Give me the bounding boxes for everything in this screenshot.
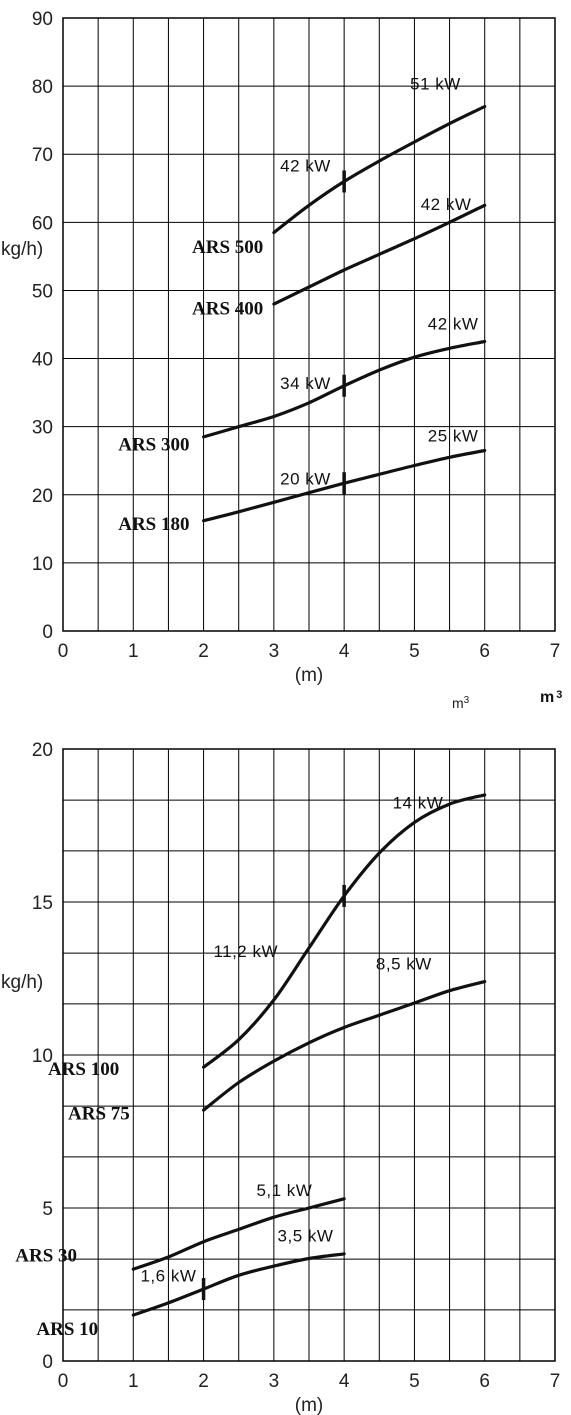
x-axis-label: (m) xyxy=(295,1395,323,1415)
power-annotation: 42 kW xyxy=(280,156,331,175)
y-axis-label: kg/h) xyxy=(1,972,43,993)
y-tick-label: 0 xyxy=(42,1352,53,1373)
y-tick-label: 5 xyxy=(42,1199,53,1220)
power-annotation: 11,2 kW xyxy=(213,942,278,961)
x-tick-label: 2 xyxy=(198,1371,209,1392)
power-annotation: 34 kW xyxy=(280,374,331,393)
y-tick-label: 60 xyxy=(32,213,53,234)
y-tick-label: 80 xyxy=(32,77,53,98)
series-label-ars-75: ARS 75 xyxy=(68,1103,130,1124)
series-label-ars-400: ARS 400 xyxy=(192,298,263,319)
power-annotation: 3,5 kW xyxy=(278,1227,334,1246)
curve-ars-500 xyxy=(272,104,487,235)
power-annotation: 42 kW xyxy=(428,314,479,333)
power-annotation: 1,6 kW xyxy=(140,1266,196,1285)
x-axis-label: (m) xyxy=(295,665,323,686)
x-tick-label: 5 xyxy=(409,1371,420,1392)
x-tick-label: 6 xyxy=(479,1371,490,1392)
x-tick-label: 5 xyxy=(409,641,420,662)
power-annotation: 8,5 kW xyxy=(376,954,432,973)
x-tick-label: 4 xyxy=(339,1371,350,1392)
x-tick-label: 4 xyxy=(339,641,350,662)
x-tick-label: 7 xyxy=(550,1371,561,1392)
chart-2-ars-10-100: 0 5 10 15 20 0 1 2 3 4 5 6 7 kg/h) (m) 14 kW 11,2 kW 8,5 … xyxy=(1,740,560,1415)
power-annotation: 42 kW xyxy=(421,195,472,214)
x-tick-label: 2 xyxy=(198,641,209,662)
x-tick-label: 3 xyxy=(269,641,280,662)
y-tick-label: 20 xyxy=(32,486,53,507)
series-label-ars-300: ARS 300 xyxy=(118,435,189,456)
y-tick-label: 10 xyxy=(32,554,53,575)
unit-m3-label: m3 xyxy=(452,695,470,711)
y-tick-label: 50 xyxy=(32,281,53,302)
plot-frame xyxy=(62,748,556,1362)
series-label-ars-100: ARS 100 xyxy=(48,1059,119,1080)
curve-ars-10 xyxy=(131,1252,346,1317)
series-label-ars-10: ARS 10 xyxy=(36,1319,98,1340)
series-label-ars-500: ARS 500 xyxy=(192,237,263,258)
x-tick-label: 3 xyxy=(269,1371,280,1392)
series-label-ars-180: ARS 180 xyxy=(118,514,189,535)
x-tick-label: 1 xyxy=(128,1371,139,1392)
y-tick-label: 30 xyxy=(32,418,53,439)
power-annotation: 20 kW xyxy=(280,470,331,489)
y-tick-label: 10 xyxy=(32,1046,53,1067)
y-tick-label: 20 xyxy=(32,740,53,761)
y-tick-label: 15 xyxy=(32,893,53,914)
power-annotation: 51 kW xyxy=(410,75,461,94)
power-annotation: 5,1 kW xyxy=(256,1181,312,1200)
curve-ars-75 xyxy=(202,980,487,1112)
power-annotation: 25 kW xyxy=(428,427,479,446)
y-tick-label: 90 xyxy=(32,9,53,30)
x-tick-label: 0 xyxy=(58,641,69,662)
plot-frame xyxy=(62,17,556,632)
power-annotation: 14 kW xyxy=(393,794,444,813)
x-tick-label: 1 xyxy=(128,641,139,662)
y-tick-label: 0 xyxy=(42,622,53,643)
curve-ars-30 xyxy=(131,1197,346,1271)
chart-1-ars-180-500: 0 10 20 30 40 50 60 70 80 90 0 1 2 3 4 5 6 7 kg/h) (m) 51 kW… xyxy=(1,9,560,686)
x-tick-label: 0 xyxy=(58,1371,69,1392)
x-tick-label: 6 xyxy=(479,641,490,662)
y-tick-label: 70 xyxy=(32,145,53,166)
x-tick-label: 7 xyxy=(550,641,561,662)
curve-ars-400 xyxy=(272,203,487,306)
series-label-ars-30: ARS 30 xyxy=(15,1246,77,1267)
y-axis-label: kg/h) xyxy=(1,239,43,260)
y-tick-label: 40 xyxy=(32,350,53,371)
